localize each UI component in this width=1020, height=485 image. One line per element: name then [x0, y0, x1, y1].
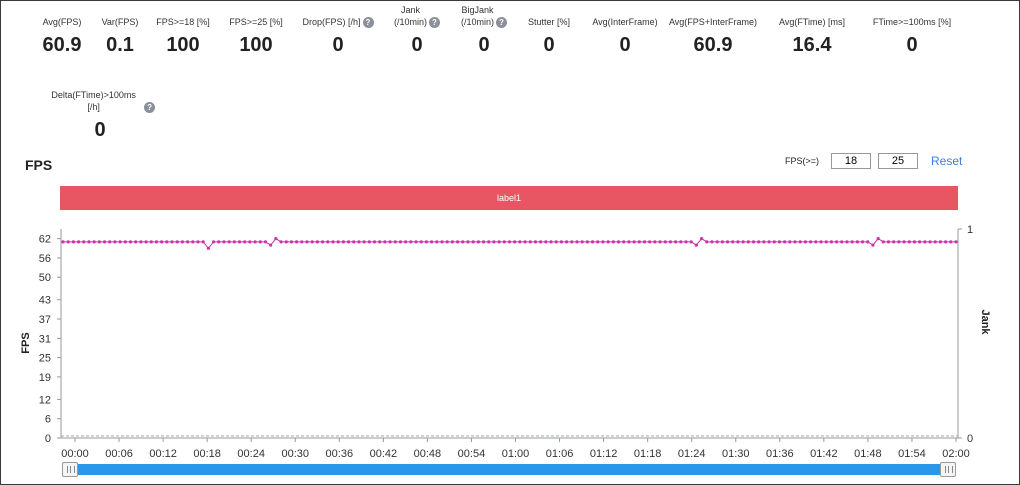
chart-title: FPS — [25, 157, 53, 173]
metric-tile: Avg(FTime) [ms] 16.4 — [757, 4, 867, 57]
metric-label: Drop(FPS) [/h]? — [283, 4, 393, 28]
metric-label: FTime>=100ms [%] — [857, 4, 967, 28]
metric-label: Avg(FPS+InterFrame) — [658, 4, 768, 28]
metric-label-text: FPS>=18 [%] — [156, 17, 210, 27]
metric-label-text: Var(FPS) — [101, 17, 139, 27]
fps-threshold-low-input[interactable] — [831, 153, 872, 169]
metric-value: 0 — [543, 34, 555, 56]
metric-label-text: FPS>=25 [%] — [229, 17, 283, 27]
help-icon[interactable]: ? — [362, 17, 374, 28]
metric-label: BigJank (/10min)? — [429, 4, 539, 28]
metric-label: Stutter [%] — [494, 4, 604, 28]
reset-link[interactable]: Reset — [931, 154, 963, 168]
metric-label: Avg(InterFrame) — [570, 4, 680, 28]
metric-label-text: BigJank (/10min) — [460, 5, 494, 27]
metric-value: 100 — [166, 34, 200, 56]
metric-tile: Avg(FPS) 60.9 — [7, 4, 117, 57]
metric-label-text: Avg(FTime) [ms] — [778, 17, 845, 27]
metric-label-text: Delta(FTime)>100ms [/h] — [51, 90, 136, 112]
metric-tile: BigJank (/10min)? 0 — [429, 4, 539, 57]
metric-label-text: Drop(FPS) [/h] — [302, 17, 361, 27]
fps-threshold-high-input[interactable] — [878, 153, 919, 169]
metric-label-text: FTime>=100ms [%] — [872, 17, 952, 27]
metric-tile: FTime>=100ms [%] 0 — [857, 4, 967, 57]
metric-label: Avg(FTime) [ms] — [757, 4, 867, 28]
fps-threshold-controls: FPS(>=) Reset — [785, 153, 962, 169]
metric-tile: Avg(InterFrame) 0 — [570, 4, 680, 57]
fps-threshold-label: FPS(>=) — [785, 156, 820, 166]
metric-value: 100 — [239, 34, 273, 56]
metric-value: 0 — [478, 34, 490, 56]
slider-handle-left[interactable] — [62, 462, 78, 477]
metric-value: 0 — [332, 34, 344, 56]
metric-tile: FPS>=25 [%] 100 — [201, 4, 311, 57]
metric-label-text: Stutter [%] — [527, 17, 571, 27]
slider-track[interactable] — [62, 464, 956, 475]
slider-handle-right[interactable] — [940, 462, 956, 477]
metric-label-text: Avg(FPS+InterFrame) — [668, 17, 758, 27]
help-icon[interactable]: ? — [144, 102, 155, 113]
metric-tile: Var(FPS) 0.1 — [65, 4, 175, 57]
metric-value: 0 — [619, 34, 631, 56]
metric-value: 0.1 — [106, 34, 134, 56]
metric-tile: Stutter [%] 0 — [494, 4, 604, 57]
metric-tile: Drop(FPS) [/h]? 0 — [283, 4, 393, 57]
label-bar[interactable]: label1 — [60, 186, 958, 210]
metric-label: Var(FPS) — [65, 4, 175, 28]
metric-value: 16.4 — [792, 34, 832, 56]
metric-label: FPS>=25 [%] — [201, 4, 311, 28]
metric-tile: FPS>=18 [%] 100 — [128, 4, 238, 57]
metric-value: 60.9 — [693, 34, 733, 56]
metric-value: 0 — [411, 34, 423, 56]
metric-tile: Avg(FPS+InterFrame) 60.9 — [658, 4, 768, 57]
metric-label-text: Avg(FPS) — [42, 17, 82, 27]
metric-label-text: Avg(InterFrame) — [592, 17, 658, 27]
metric-label: Avg(FPS) — [7, 4, 117, 28]
metric-value: 0 — [906, 34, 918, 56]
metric-value: 0 — [94, 119, 106, 141]
metric-value: 60.9 — [42, 34, 82, 56]
metric-label: Delta(FTime)>100ms [/h]? — [45, 89, 155, 113]
metric-label: Jank (/10min)? — [362, 4, 472, 28]
metric-label-text: Jank (/10min) — [393, 5, 427, 27]
help-icon[interactable]: ? — [496, 17, 507, 28]
metric-label: FPS>=18 [%] — [128, 4, 238, 28]
time-range-slider[interactable] — [62, 462, 956, 477]
metric-tile: Delta(FTime)>100ms [/h]? 0 — [45, 89, 155, 142]
metric-tile: Jank (/10min)? 0 — [362, 4, 472, 57]
help-icon[interactable]: ? — [429, 17, 440, 28]
